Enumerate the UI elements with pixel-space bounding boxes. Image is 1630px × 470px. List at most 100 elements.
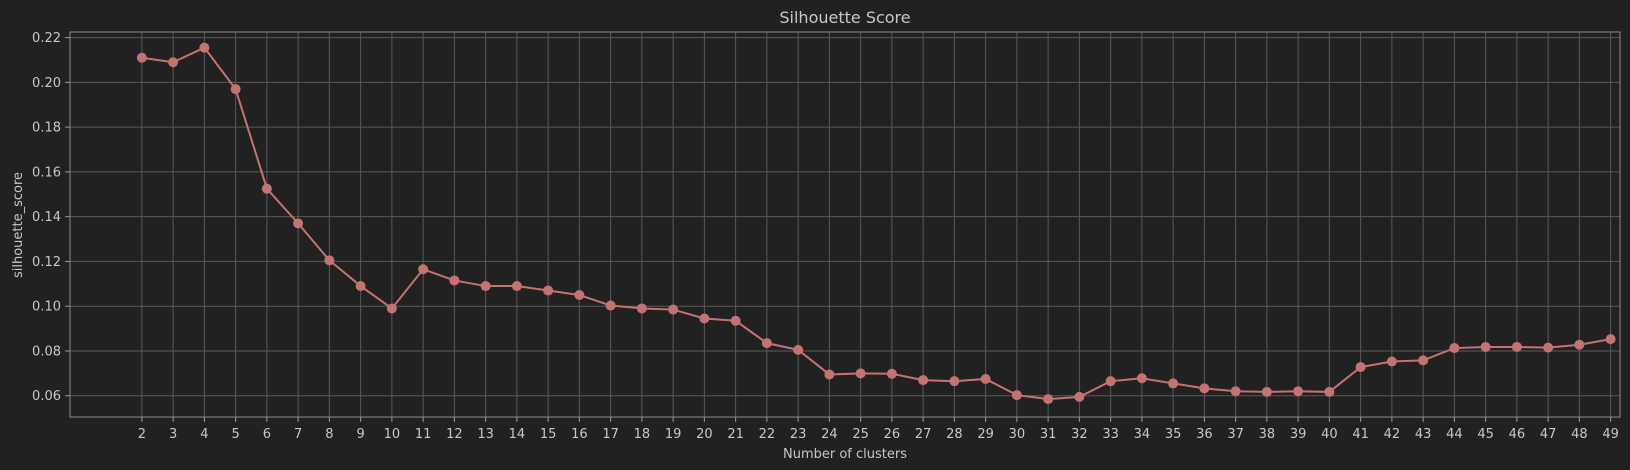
data-point (449, 275, 460, 286)
data-point (1324, 386, 1335, 397)
y-tick-label: 0.08 (32, 344, 61, 359)
data-point (1105, 376, 1116, 387)
x-tick-label: 8 (325, 427, 333, 442)
x-tick-label: 37 (1227, 427, 1244, 442)
y-axis-ticks: 0.06 0.08 0.10 0.12 0.14 0.16 0.18 0.20 0.22 (32, 31, 70, 404)
data-point (793, 344, 804, 355)
data-point (730, 315, 741, 326)
data-point (1199, 383, 1210, 394)
y-tick-label: 0.18 (32, 121, 61, 136)
x-tick-label: 36 (1196, 427, 1213, 442)
x-tick-label: 42 (1384, 427, 1401, 442)
x-tick-label: 46 (1509, 427, 1526, 442)
series-line (141, 46, 1611, 401)
x-tick-label: 33 (1102, 427, 1119, 442)
data-point (949, 376, 960, 387)
x-tick-label: 29 (977, 427, 994, 442)
x-tick-label: 38 (1259, 427, 1276, 442)
data-point (1480, 341, 1491, 352)
grid (70, 32, 1620, 417)
chart-title: Silhouette Score (779, 8, 910, 27)
data-point (1449, 343, 1460, 354)
data-point (293, 218, 304, 229)
data-point (1418, 355, 1429, 366)
x-tick-label: 26 (884, 427, 901, 442)
y-tick-label: 0.06 (32, 389, 61, 404)
x-tick-label: 31 (1040, 427, 1057, 442)
data-point (699, 313, 710, 324)
x-tick-label: 25 (852, 427, 869, 442)
data-point (1511, 341, 1522, 352)
data-point (1011, 390, 1022, 401)
x-tick-label: 2 (138, 427, 146, 442)
x-tick-label: 16 (571, 427, 588, 442)
data-point (418, 264, 429, 275)
x-tick-label: 41 (1352, 427, 1369, 442)
y-tick-label: 0.16 (32, 165, 61, 180)
x-tick-label: 27 (915, 427, 932, 442)
data-point (824, 369, 835, 380)
data-point (1605, 334, 1616, 345)
x-tick-label: 30 (1009, 427, 1026, 442)
x-tick-label: 34 (1134, 427, 1151, 442)
x-tick-label: 35 (1165, 427, 1182, 442)
data-point (1355, 362, 1366, 373)
data-point (1230, 386, 1241, 397)
data-point (855, 368, 866, 379)
data-point (1543, 342, 1554, 353)
x-tick-label: 49 (1602, 427, 1619, 442)
x-tick-label: 11 (415, 427, 432, 442)
data-point (574, 290, 585, 301)
data-point (543, 285, 554, 296)
data-point (886, 368, 897, 379)
x-tick-label: 47 (1540, 427, 1557, 442)
x-tick-label: 28 (946, 427, 963, 442)
x-tick-label: 24 (821, 427, 838, 442)
data-point (668, 304, 679, 315)
data-point (199, 42, 210, 53)
x-axis-label: Number of clusters (783, 447, 907, 462)
data-point (1293, 386, 1304, 397)
x-tick-label: 6 (263, 427, 271, 442)
y-tick-label: 0.20 (32, 76, 61, 91)
x-tick-label: 43 (1415, 427, 1432, 442)
data-point (261, 183, 272, 194)
data-point (1261, 386, 1272, 397)
x-tick-label: 9 (356, 427, 364, 442)
data-point (168, 57, 179, 68)
data-point (918, 375, 929, 386)
plot-area-frame (69, 31, 1621, 418)
x-tick-label: 3 (169, 427, 177, 442)
x-tick-label: 18 (634, 427, 651, 442)
data-point (605, 300, 616, 311)
data-point (1386, 356, 1397, 367)
x-tick-label: 15 (540, 427, 557, 442)
x-tick-label: 39 (1290, 427, 1307, 442)
data-point (1136, 373, 1147, 384)
data-point (511, 281, 522, 292)
data-point (636, 303, 647, 314)
y-tick-label: 0.14 (32, 210, 61, 225)
x-tick-label: 22 (759, 427, 776, 442)
data-point (324, 255, 335, 266)
data-point (1043, 394, 1054, 405)
x-tick-label: 20 (696, 427, 713, 442)
x-tick-label: 44 (1446, 427, 1463, 442)
data-point (980, 373, 991, 384)
data-point (386, 303, 397, 314)
data-point (1574, 339, 1585, 350)
x-tick-label: 19 (665, 427, 682, 442)
x-tick-label: 7 (294, 427, 302, 442)
data-point (1168, 378, 1179, 389)
x-tick-label: 14 (509, 427, 526, 442)
data-point (761, 338, 772, 349)
x-tick-label: 45 (1477, 427, 1494, 442)
data-point (136, 52, 147, 63)
x-tick-label: 4 (200, 427, 208, 442)
data-points (136, 42, 1616, 405)
x-tick-label: 17 (602, 427, 619, 442)
y-tick-label: 0.12 (32, 255, 61, 270)
x-tick-label: 40 (1321, 427, 1338, 442)
